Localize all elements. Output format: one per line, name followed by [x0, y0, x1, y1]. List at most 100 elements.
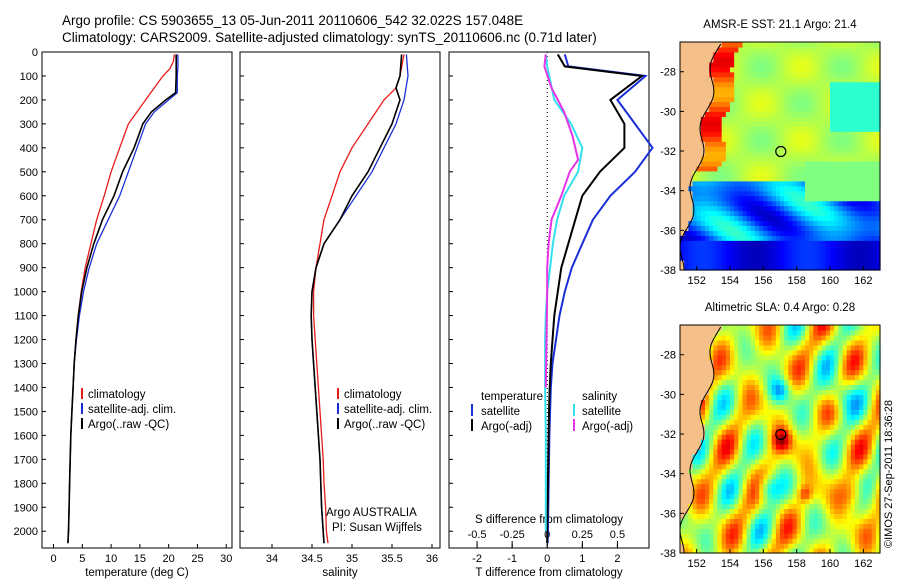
map-cell	[871, 439, 877, 445]
map-cell	[688, 424, 694, 430]
map-cell	[871, 46, 877, 53]
map-cell	[871, 399, 877, 405]
map-cell	[730, 349, 735, 356]
legend-entry: satellite-adj. clim.	[88, 404, 176, 416]
map-cell	[771, 116, 777, 122]
map-cell	[742, 175, 748, 182]
map-cell	[817, 245, 823, 251]
map-cell	[734, 255, 739, 261]
x-tick-label: 162	[854, 275, 872, 287]
map-cell	[792, 339, 798, 346]
map-cell	[771, 349, 777, 356]
map-cell	[750, 369, 756, 376]
map-cell	[838, 434, 844, 440]
map-cell	[830, 429, 835, 435]
map-cell	[842, 51, 848, 58]
map-cell	[834, 468, 839, 475]
map-cell	[863, 235, 869, 241]
map-cell	[834, 96, 839, 103]
map-cell	[721, 329, 727, 336]
x-tick-label: 152	[687, 558, 705, 570]
map-cell	[875, 533, 881, 539]
map-cell	[775, 151, 781, 157]
map-cell	[700, 458, 706, 465]
map-cell	[725, 255, 731, 261]
map-cell	[705, 325, 710, 331]
map-cell	[725, 215, 731, 222]
map-cell	[834, 86, 839, 93]
map-cell	[842, 399, 848, 405]
map-cell	[700, 240, 706, 246]
map-cell	[855, 215, 860, 222]
map-cell	[713, 369, 719, 376]
map-cell	[684, 443, 689, 450]
map-cell	[775, 439, 781, 445]
map-cell	[746, 339, 752, 346]
map-cell	[755, 473, 760, 480]
map-cell	[796, 439, 802, 445]
map-cell	[709, 448, 714, 455]
map-cell	[700, 384, 706, 391]
map-cell	[821, 151, 827, 157]
map-cell	[809, 240, 814, 246]
map-cell	[709, 325, 714, 331]
map-cell	[792, 76, 798, 83]
map-cell	[834, 215, 839, 222]
map-cell	[725, 230, 731, 236]
map-cell	[750, 448, 756, 455]
map-cell	[725, 329, 731, 336]
map-cell	[825, 478, 831, 485]
map-cell	[805, 101, 810, 108]
map-cell	[730, 468, 735, 475]
map-cell	[859, 384, 864, 391]
map-cell	[684, 61, 689, 68]
map-cell	[780, 230, 785, 236]
map-cell	[846, 518, 852, 524]
map-cell	[746, 255, 752, 261]
map-cell	[830, 111, 835, 117]
map-cell	[763, 359, 769, 366]
map-cell	[846, 508, 852, 514]
map-cell	[709, 399, 714, 405]
map-cell	[855, 250, 860, 256]
map-cell	[871, 448, 877, 455]
map-cell	[763, 66, 769, 73]
map-cell	[688, 255, 694, 261]
map-cell	[850, 245, 856, 251]
map-cell	[692, 434, 698, 440]
map-cell	[755, 205, 760, 212]
map-cell	[705, 111, 710, 117]
map-cell	[809, 136, 814, 142]
map-cell	[721, 533, 727, 539]
map-cell	[780, 56, 785, 63]
map-cell	[734, 359, 739, 366]
map-cell	[867, 503, 873, 509]
map-cell	[813, 498, 819, 505]
map-cell	[775, 136, 781, 142]
map-cell	[717, 369, 723, 376]
map-cell	[875, 344, 881, 351]
map-cell	[771, 255, 777, 261]
map-cell	[742, 96, 748, 103]
map-cell	[813, 478, 819, 485]
map-cell	[746, 86, 752, 93]
map-cell	[825, 131, 831, 137]
map-cell	[859, 478, 864, 485]
map-cell	[792, 81, 798, 88]
map-cell	[838, 439, 844, 445]
map-cell	[742, 434, 748, 440]
map-cell	[830, 240, 835, 246]
map-cell	[680, 260, 685, 266]
map-cell	[792, 220, 798, 226]
map-cell	[830, 359, 835, 366]
map-cell	[825, 136, 831, 142]
map-cell	[863, 265, 869, 271]
map-cell	[805, 493, 810, 500]
map-cell	[850, 478, 856, 485]
map-cell	[746, 245, 752, 251]
map-cell	[688, 91, 694, 98]
map-cell	[838, 91, 844, 98]
map-cell	[834, 255, 839, 261]
map-cell	[875, 265, 881, 271]
map-cell	[742, 538, 748, 544]
